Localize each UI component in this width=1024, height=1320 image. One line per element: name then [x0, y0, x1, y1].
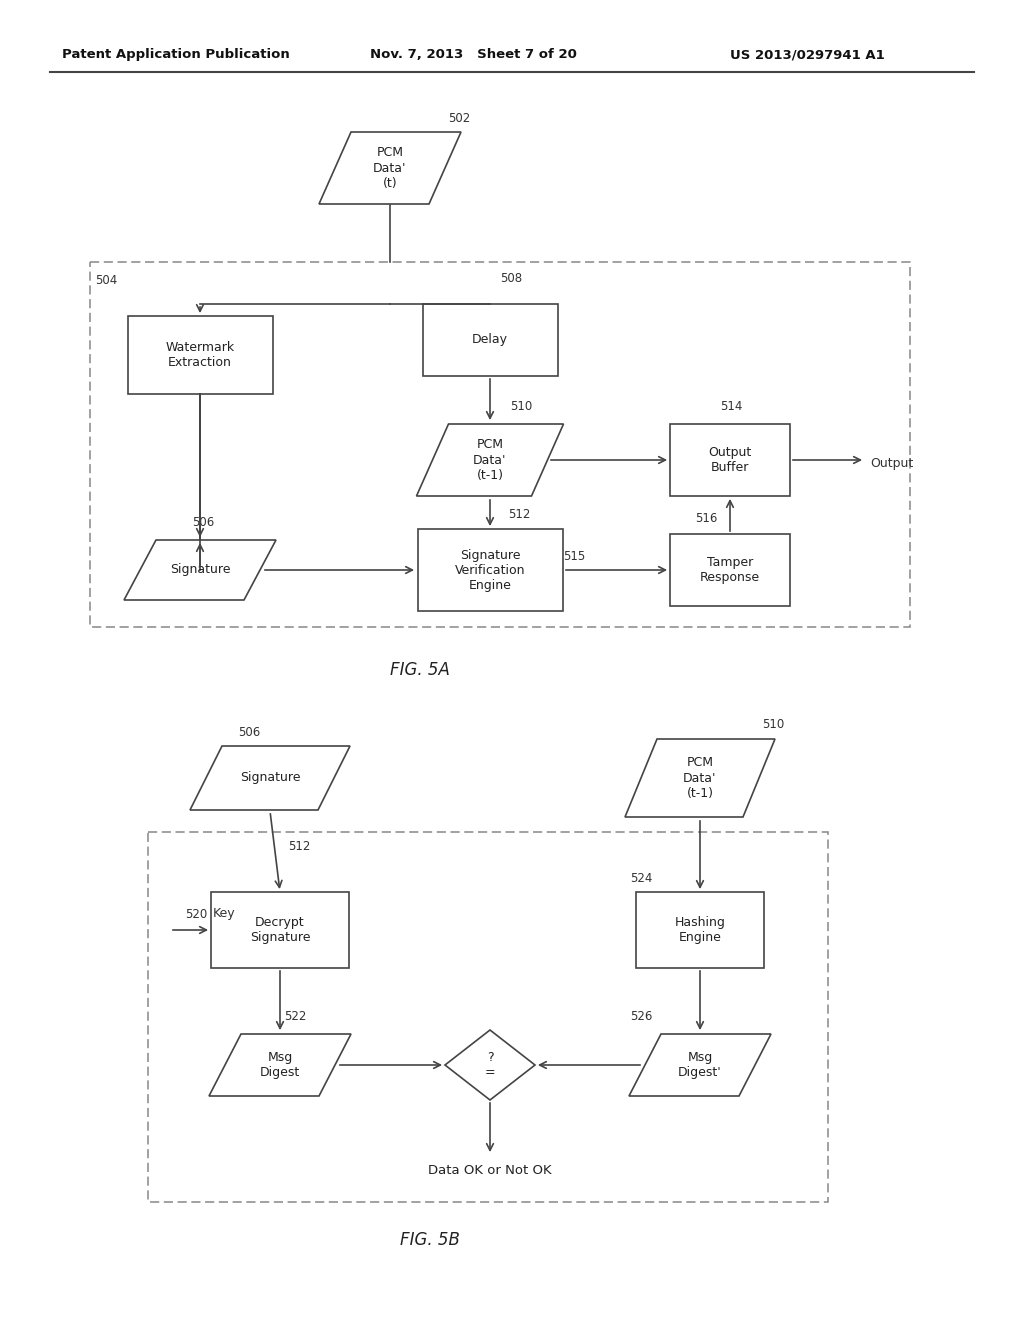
Text: PCM
Data'
(t-1): PCM Data' (t-1)	[683, 756, 717, 800]
Text: Tamper
Response: Tamper Response	[700, 556, 760, 583]
Text: Signature: Signature	[170, 564, 230, 577]
FancyBboxPatch shape	[418, 529, 562, 611]
Text: 522: 522	[284, 1011, 306, 1023]
Text: Delay: Delay	[472, 334, 508, 346]
Polygon shape	[190, 746, 350, 810]
Polygon shape	[629, 1034, 771, 1096]
Text: 504: 504	[95, 273, 118, 286]
Text: PCM
Data'
(t-1): PCM Data' (t-1)	[473, 438, 507, 482]
Text: 514: 514	[720, 400, 742, 412]
Text: 515: 515	[563, 549, 586, 562]
Text: Nov. 7, 2013   Sheet 7 of 20: Nov. 7, 2013 Sheet 7 of 20	[370, 48, 577, 61]
Text: 512: 512	[508, 508, 530, 521]
Text: 510: 510	[762, 718, 784, 730]
Text: Patent Application Publication: Patent Application Publication	[62, 48, 290, 61]
Text: US 2013/0297941 A1: US 2013/0297941 A1	[730, 48, 885, 61]
Text: Key: Key	[213, 908, 236, 920]
FancyBboxPatch shape	[128, 315, 272, 393]
Text: Watermark
Extraction: Watermark Extraction	[166, 341, 234, 370]
Polygon shape	[209, 1034, 351, 1096]
Text: 506: 506	[238, 726, 260, 738]
FancyBboxPatch shape	[670, 424, 790, 496]
Text: ?
=: ? =	[484, 1051, 496, 1078]
Text: 502: 502	[449, 111, 470, 124]
FancyBboxPatch shape	[211, 892, 349, 968]
Text: Output: Output	[870, 458, 913, 470]
Polygon shape	[124, 540, 276, 601]
Text: Output
Buffer: Output Buffer	[709, 446, 752, 474]
Text: 510: 510	[510, 400, 532, 412]
Text: 524: 524	[630, 871, 652, 884]
Polygon shape	[625, 739, 775, 817]
Text: Signature
Verification
Engine: Signature Verification Engine	[455, 549, 525, 591]
Text: PCM
Data'
(t): PCM Data' (t)	[374, 147, 407, 190]
FancyBboxPatch shape	[423, 304, 557, 376]
Polygon shape	[445, 1030, 535, 1100]
Text: 520: 520	[185, 908, 207, 920]
Text: Data OK or Not OK: Data OK or Not OK	[428, 1163, 552, 1176]
Text: 512: 512	[288, 840, 310, 853]
Text: Decrypt
Signature: Decrypt Signature	[250, 916, 310, 944]
FancyBboxPatch shape	[670, 535, 790, 606]
FancyBboxPatch shape	[636, 892, 764, 968]
Text: FIG. 5A: FIG. 5A	[390, 661, 450, 678]
Text: 526: 526	[630, 1011, 652, 1023]
Text: Hashing
Engine: Hashing Engine	[675, 916, 725, 944]
Polygon shape	[417, 424, 563, 496]
Text: Signature: Signature	[240, 771, 300, 784]
Text: 516: 516	[695, 511, 718, 524]
Text: 506: 506	[193, 516, 214, 528]
Text: 508: 508	[500, 272, 522, 285]
Polygon shape	[319, 132, 461, 205]
Text: Msg
Digest: Msg Digest	[260, 1051, 300, 1078]
Text: Msg
Digest': Msg Digest'	[678, 1051, 722, 1078]
Text: FIG. 5B: FIG. 5B	[400, 1232, 460, 1249]
